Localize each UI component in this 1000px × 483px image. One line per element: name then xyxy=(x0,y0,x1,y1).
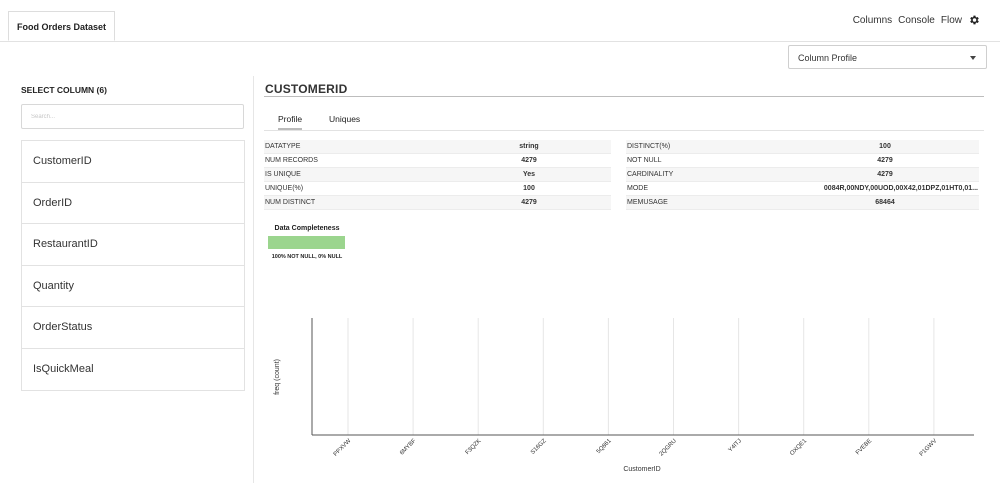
left-panel xyxy=(8,76,254,483)
stat-row: NOT NULL 4279 xyxy=(626,154,979,168)
stat-row: IS UNIQUE Yes xyxy=(264,168,611,182)
stat-value: 68464 xyxy=(875,199,895,206)
chevron-down-icon xyxy=(970,56,976,60)
stat-value: 0084R,00NDY,00UOD,00X42,01DPZ,01HT0,01..… xyxy=(823,185,978,192)
stat-row: MODE 0084R,00NDY,00UOD,00X42,01DPZ,01HT0… xyxy=(626,182,979,196)
column-list: CustomerID OrderID RestaurantID Quantity… xyxy=(21,140,245,391)
stat-key: DISTINCT(%) xyxy=(627,143,671,150)
x-tick-label: 6MYBF xyxy=(399,438,418,457)
stat-row: NUM RECORDS 4279 xyxy=(264,154,611,168)
x-tick-label: P1GWV xyxy=(919,438,939,458)
stat-key: CARDINALITY xyxy=(627,171,674,178)
nav-columns-link[interactable]: Columns xyxy=(852,14,893,26)
x-tick-label: S16GZ xyxy=(530,438,548,456)
stat-value: string xyxy=(519,143,539,150)
tab-uniques[interactable]: Uniques xyxy=(329,114,361,124)
stat-value: 4279 xyxy=(877,171,893,178)
top-nav: Columns Console Flow xyxy=(853,14,980,26)
x-tick-label: Y4ITJ xyxy=(728,438,743,453)
x-tick-label: FVEBE xyxy=(855,438,873,456)
stat-key: DATATYPE xyxy=(265,143,301,150)
tab-profile[interactable]: Profile xyxy=(278,114,303,130)
stat-key: NUM RECORDS xyxy=(265,157,318,164)
stat-value: 4279 xyxy=(521,157,537,164)
column-title: CUSTOMERID xyxy=(265,82,348,96)
stat-value: Yes xyxy=(522,171,536,178)
stat-row: CARDINALITY 4279 xyxy=(626,168,979,182)
select-column-title: SELECT COLUMN (6) xyxy=(21,85,107,95)
frequency-chart: PPXVW 6MYBF F3QZK S16GZ 5Q861 2QGRU Y4ITJ OXQE1… xyxy=(274,318,974,473)
profile-tabs: Profile Uniques xyxy=(264,110,984,131)
data-completeness-title: Data Completeness xyxy=(274,225,340,232)
completeness-bar xyxy=(268,236,345,249)
x-tick-label: OXQE1 xyxy=(789,438,808,457)
stat-value: 100 xyxy=(523,185,535,192)
x-tick-label: F3QZK xyxy=(465,438,483,456)
y-axis-label: freq (count) xyxy=(274,359,281,395)
column-item-restaurantid[interactable]: RestaurantID xyxy=(22,224,244,266)
x-tick-label: 2QGRU xyxy=(659,438,678,457)
stat-key: MODE xyxy=(627,185,648,192)
stat-key: UNIQUE(%) xyxy=(265,185,304,192)
divider xyxy=(264,96,984,97)
x-tick-label: PPXVW xyxy=(333,438,353,458)
gear-icon[interactable] xyxy=(968,14,980,26)
stat-value: 4279 xyxy=(521,199,537,206)
stat-key: NUM DISTINCT xyxy=(265,199,316,206)
x-tick-label: 5Q861 xyxy=(596,438,613,455)
dataset-tab[interactable]: Food Orders Dataset xyxy=(8,11,115,41)
nav-flow-link[interactable]: Flow xyxy=(940,14,962,26)
column-item-orderstatus[interactable]: OrderStatus xyxy=(22,307,244,349)
completeness-label: 100% NOT NULL, 0% NULL xyxy=(271,254,343,260)
column-item-isquickmeal[interactable]: IsQuickMeal xyxy=(33,362,94,375)
column-item-customerid[interactable]: CustomerID xyxy=(22,141,244,183)
stat-row: NUM DISTINCT 4279 xyxy=(264,196,611,210)
x-axis-label: CustomerID xyxy=(623,466,660,473)
column-item-orderid[interactable]: OrderID xyxy=(22,183,244,224)
search-input[interactable] xyxy=(21,104,244,129)
stat-value: 100 xyxy=(879,143,891,150)
stat-value: 4279 xyxy=(877,157,893,164)
stat-row: DATATYPE string xyxy=(264,140,611,154)
select-value: Column Profile xyxy=(798,53,858,63)
stat-key: MEMUSAGE xyxy=(627,199,668,206)
column-item-quantity[interactable]: Quantity xyxy=(22,266,244,307)
top-tab-bar xyxy=(0,0,1000,42)
stat-row: UNIQUE(%) 100 xyxy=(264,182,611,196)
stat-row: MEMUSAGE 68464 xyxy=(626,196,979,210)
stat-key: IS UNIQUE xyxy=(265,171,301,178)
stat-key: NOT NULL xyxy=(627,157,662,164)
nav-console-link[interactable]: Console xyxy=(898,14,935,26)
column-profile-select[interactable]: Column Profile xyxy=(788,45,987,69)
stat-row: DISTINCT(%) 100 xyxy=(626,140,979,154)
